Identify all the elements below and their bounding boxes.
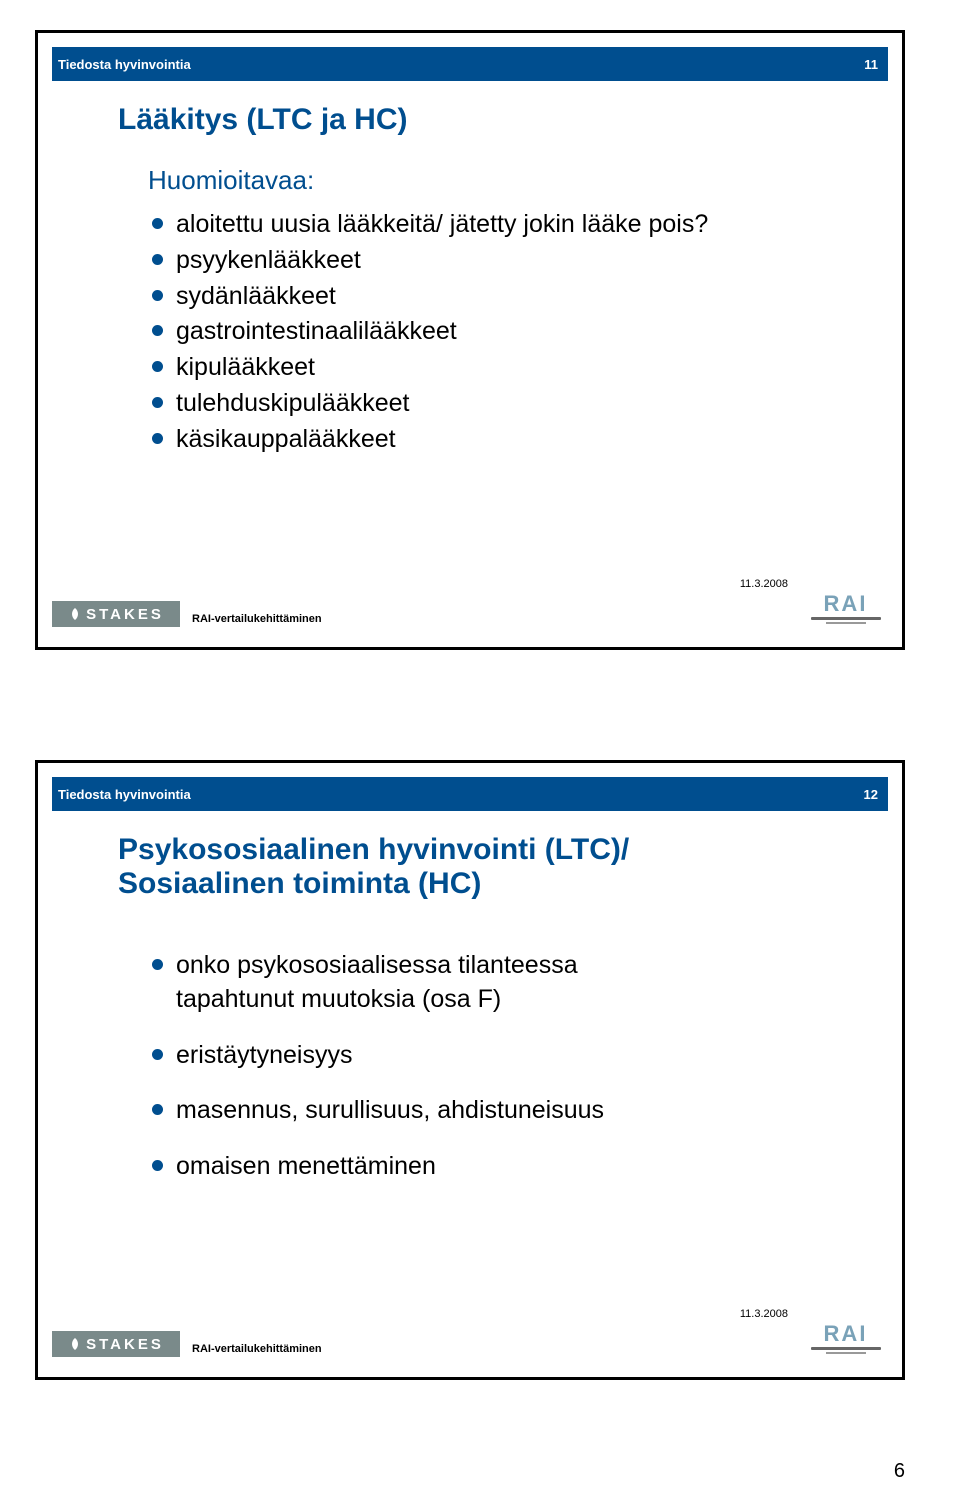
list-item: psyykenlääkkeet — [148, 244, 842, 278]
slide-1: Tiedosta hyvinvointia 11 Lääkitys (LTC j… — [35, 30, 905, 650]
rai-logo-subline — [826, 622, 866, 624]
list-item-text: onko psykososiaalisessa tilanteessa — [176, 951, 578, 979]
list-item: eristäytyneisyys — [148, 1039, 842, 1073]
slide-content: Lääkitys (LTC ja HC) Huomioitavaa: aloit… — [118, 103, 842, 458]
slide-2: Tiedosta hyvinvointia 12 Psykososiaaline… — [35, 760, 905, 1380]
page-number: 6 — [894, 1460, 905, 1483]
list-item: masennus, surullisuus, ahdistuneisuus — [148, 1094, 842, 1128]
slide-subtitle: Huomioitavaa: — [148, 165, 842, 196]
rai-logo-line — [811, 1347, 881, 1350]
slide-header: Tiedosta hyvinvointia 12 — [52, 777, 888, 811]
rai-logo-subline — [826, 1352, 866, 1354]
bullet-list: aloitettu uusia lääkkeitä/ jätetty jokin… — [148, 208, 842, 456]
rai-logo-line — [811, 617, 881, 620]
header-label: Tiedosta hyvinvointia — [58, 57, 191, 72]
rai-logo-text: RAI — [824, 593, 868, 615]
slide-title-line1: Psykososiaalinen hyvinvointi (LTC)/ — [118, 833, 842, 867]
list-item: kipulääkkeet — [148, 351, 842, 385]
slide-number: 12 — [864, 787, 878, 802]
list-item: gastrointestinaalilääkkeet — [148, 315, 842, 349]
footer-label: RAI-vertailukehittäminen — [192, 1343, 322, 1355]
header-label: Tiedosta hyvinvointia — [58, 787, 191, 802]
rai-logo: RAI — [803, 1323, 888, 1363]
list-item: onko psykososiaalisessa tilanteessa tapa… — [148, 949, 842, 1017]
stakes-logo: STAKES — [52, 601, 180, 627]
list-item: aloitettu uusia lääkkeitä/ jätetty jokin… — [148, 208, 842, 242]
list-item: tulehduskipulääkkeet — [148, 387, 842, 421]
stakes-logo: STAKES — [52, 1331, 180, 1357]
footer-label: RAI-vertailukehittäminen — [192, 613, 322, 625]
rai-logo: RAI — [803, 593, 888, 633]
leaf-icon — [68, 1337, 82, 1351]
slide-footer: STAKES RAI-vertailukehittäminen 11.3.200… — [52, 1308, 888, 1363]
slide-title-line2: Sosiaalinen toiminta (HC) — [118, 867, 842, 901]
slide-content: Psykososiaalinen hyvinvointi (LTC)/ Sosi… — [118, 833, 842, 1206]
slide-title: Lääkitys (LTC ja HC) — [118, 103, 842, 137]
footer-date: 11.3.2008 — [740, 578, 788, 590]
stakes-text: STAKES — [86, 1336, 164, 1353]
slide-number: 11 — [864, 57, 878, 72]
footer-date: 11.3.2008 — [740, 1308, 788, 1320]
slide-header: Tiedosta hyvinvointia 11 — [52, 47, 888, 81]
list-item: sydänlääkkeet — [148, 280, 842, 314]
leaf-icon — [68, 607, 82, 621]
list-item: omaisen menettäminen — [148, 1150, 842, 1184]
list-item: käsikauppalääkkeet — [148, 423, 842, 457]
rai-logo-text: RAI — [824, 1323, 868, 1345]
bullet-list: onko psykososiaalisessa tilanteessa tapa… — [148, 949, 842, 1184]
list-item-text-cont: tapahtunut muutoksia (osa F) — [176, 985, 501, 1013]
stakes-text: STAKES — [86, 606, 164, 623]
slide-footer: STAKES RAI-vertailukehittäminen 11.3.200… — [52, 578, 888, 633]
